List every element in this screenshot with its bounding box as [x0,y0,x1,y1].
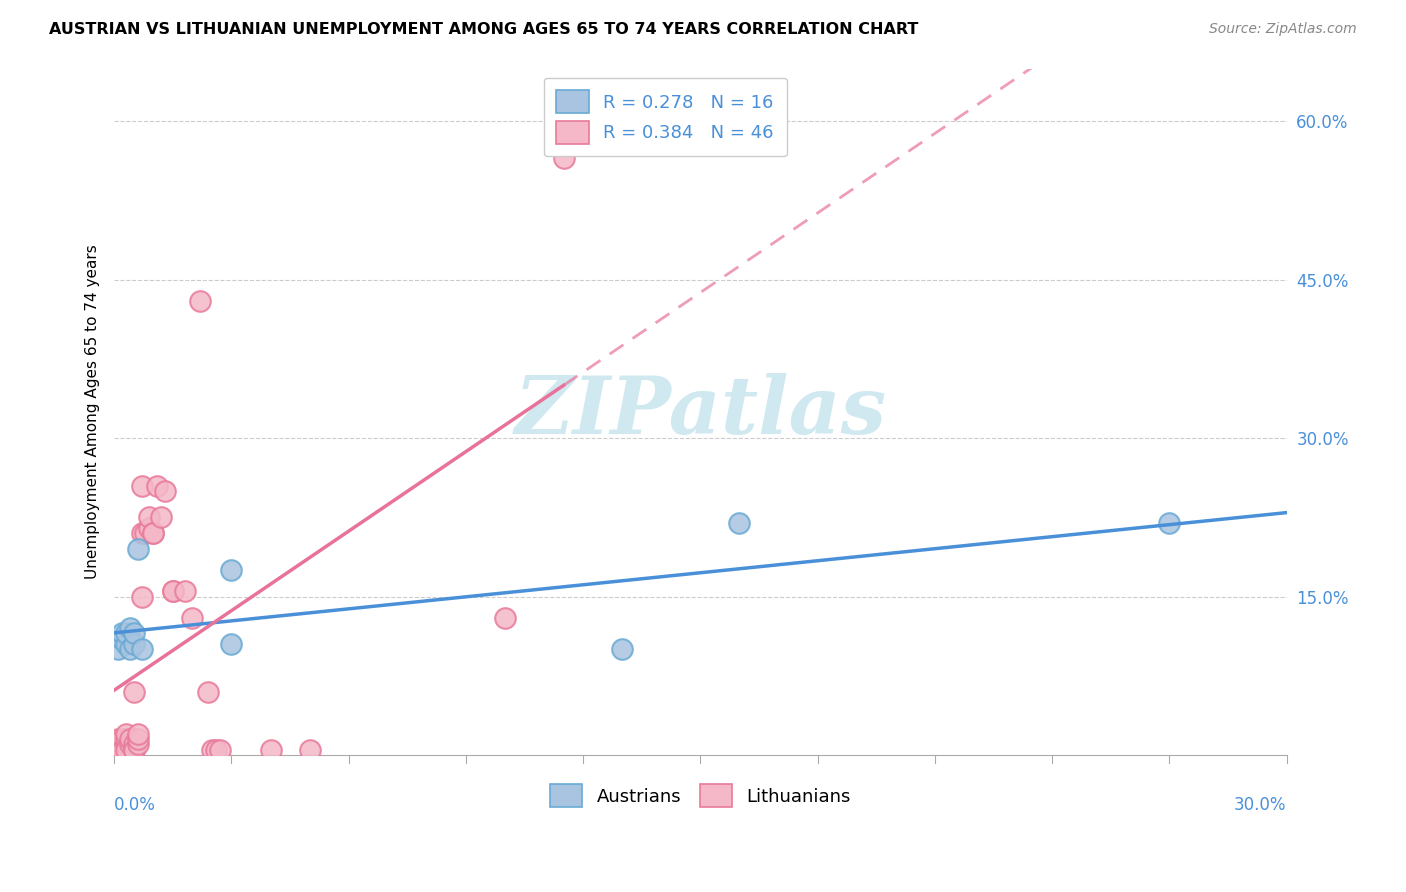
Point [612,642,634,657]
Point [728,516,751,530]
Point [111,632,134,646]
Point [142,526,165,541]
Point [107,737,129,751]
Point [111,732,134,747]
Text: AUSTRIAN VS LITHUANIAN UNEMPLOYMENT AMONG AGES 65 TO 74 YEARS CORRELATION CHART: AUSTRIAN VS LITHUANIAN UNEMPLOYMENT AMON… [49,22,918,37]
Legend: Austrians, Lithuanians: Austrians, Lithuanians [543,777,858,814]
Point [181,610,204,624]
Point [153,483,176,498]
Point [138,521,160,535]
Point [111,739,134,754]
Point [115,732,138,747]
Point [127,727,149,741]
Point [122,626,145,640]
Point [221,637,243,651]
Point [134,526,156,541]
Point [221,563,243,577]
Point [122,637,145,651]
Point [162,584,184,599]
Point [107,742,129,756]
Point [115,737,138,751]
Point [111,742,134,756]
Point [146,478,169,492]
Point [298,742,321,756]
Point [115,727,138,741]
Point [131,590,153,604]
Point [107,737,129,751]
Point [142,526,165,541]
Point [197,684,219,698]
Point [553,151,575,165]
Point [122,742,145,756]
Point [201,742,224,756]
Point [107,732,129,747]
Point [127,732,149,747]
Point [138,510,160,524]
Point [131,642,153,657]
Text: Source: ZipAtlas.com: Source: ZipAtlas.com [1209,22,1357,37]
Y-axis label: Unemployment Among Ages 65 to 74 years: Unemployment Among Ages 65 to 74 years [86,244,100,579]
Point [127,737,149,751]
Point [115,626,138,640]
Point [131,478,153,492]
Point [122,737,145,751]
Point [107,642,129,657]
Point [107,742,129,756]
Point [111,737,134,751]
Text: 30.0%: 30.0% [1234,796,1286,814]
Point [118,737,141,751]
Point [150,510,173,524]
Text: 0.0%: 0.0% [114,796,156,814]
Point [173,584,195,599]
Text: ZIPatlas: ZIPatlas [515,373,886,450]
Point [111,626,134,640]
Point [162,584,184,599]
Point [115,637,138,651]
Point [1159,516,1181,530]
Point [122,684,145,698]
Point [115,742,138,756]
Point [122,742,145,756]
Point [131,526,153,541]
Point [188,293,211,308]
Point [118,732,141,747]
Point [118,642,141,657]
Point [494,610,516,624]
Point [259,742,281,756]
Point [204,742,226,756]
Point [127,541,149,556]
Point [118,621,141,635]
Point [208,742,231,756]
